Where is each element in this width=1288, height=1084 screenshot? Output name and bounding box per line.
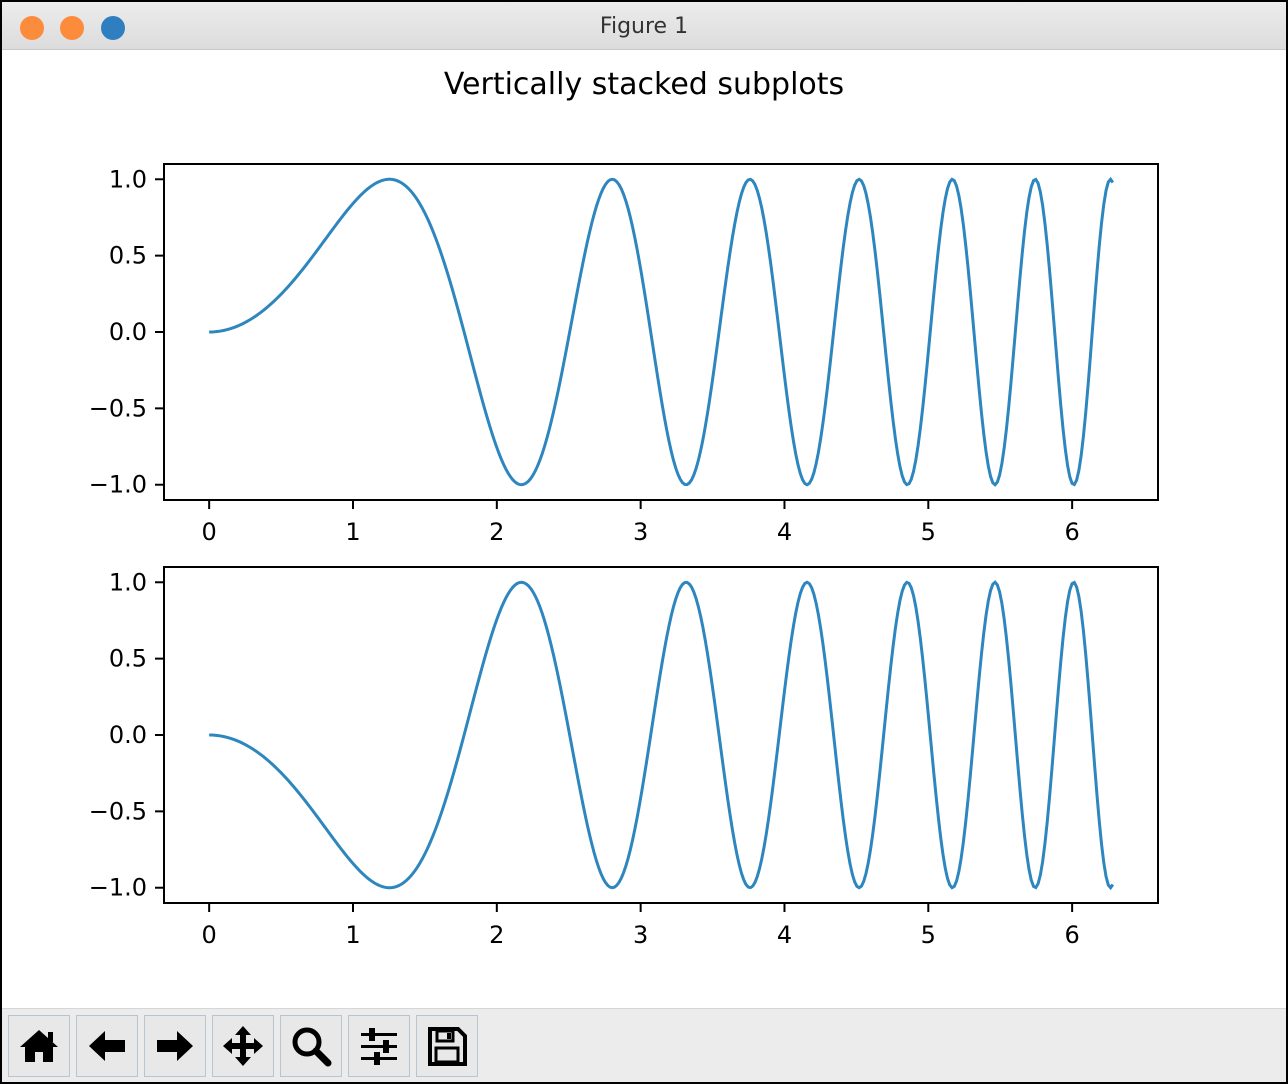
y-tick-label: 0.0 xyxy=(109,318,147,346)
axes-frame xyxy=(163,163,1159,501)
sliders-icon xyxy=(361,1028,397,1065)
subplot-2: 0 1 2 3 4 5 6 1.0 0.5 0.0 −0.5 −1.0 xyxy=(89,566,1159,949)
save-button[interactable] xyxy=(416,1015,478,1077)
y-tick-label: −1.0 xyxy=(89,874,147,902)
subplot-1: 0 1 2 3 4 5 6 1.0 0.5 0.0 −0.5 −1.0 xyxy=(89,163,1159,546)
x-tick-label: 6 xyxy=(1064,518,1079,546)
y-tick-label: −0.5 xyxy=(89,394,147,422)
x-tick-label: 5 xyxy=(921,921,936,949)
arrow-left-icon xyxy=(89,1031,125,1061)
figure-svg: Vertically stacked subplots 0 1 2 3 4 5 6 1.0 0.… xyxy=(89,67,1159,949)
x-tick-label: 5 xyxy=(921,518,936,546)
x-tick-label: 0 xyxy=(202,518,217,546)
y-tick-label: 0.5 xyxy=(109,645,147,673)
series-line xyxy=(209,580,1115,891)
axes-frame xyxy=(163,566,1159,904)
y-tick-label: 1.0 xyxy=(109,568,147,596)
y-tick-label: −0.5 xyxy=(89,797,147,825)
x-tick-label: 1 xyxy=(345,518,360,546)
zoom-button[interactable] xyxy=(101,16,125,40)
x-tick-label: 1 xyxy=(345,921,360,949)
x-tick-label: 6 xyxy=(1064,921,1079,949)
configure-subplots-button[interactable] xyxy=(348,1015,410,1077)
zoom-rect-button[interactable] xyxy=(280,1015,342,1077)
back-button[interactable] xyxy=(76,1015,138,1077)
navigation-toolbar xyxy=(2,1008,1286,1082)
window-title: Figure 1 xyxy=(599,14,689,39)
x-tick-label: 3 xyxy=(633,921,648,949)
y-tick-label: 0.0 xyxy=(109,721,147,749)
pan-button[interactable] xyxy=(212,1015,274,1077)
home-button[interactable] xyxy=(8,1015,70,1077)
x-tick-label: 2 xyxy=(489,518,504,546)
y-tick-label: −1.0 xyxy=(89,471,147,499)
move-icon xyxy=(223,1026,263,1066)
figure-suptitle: Vertically stacked subplots xyxy=(444,67,844,102)
figure-canvas[interactable]: Vertically stacked subplots 0 1 2 3 4 5 6 1.0 0.… xyxy=(2,50,1286,1008)
title-bar[interactable]: Figure 1 xyxy=(2,2,1286,50)
save-icon xyxy=(428,1027,467,1066)
x-tick-label: 3 xyxy=(633,518,648,546)
home-icon xyxy=(20,1030,58,1062)
magnifier-icon xyxy=(292,1027,332,1067)
minimize-button[interactable] xyxy=(60,16,84,40)
x-tick-label: 0 xyxy=(202,921,217,949)
y-tick-label: 0.5 xyxy=(109,242,147,270)
x-tick-label: 4 xyxy=(777,921,792,949)
arrow-right-icon xyxy=(157,1031,193,1061)
y-tick-label: 1.0 xyxy=(109,165,147,193)
forward-button[interactable] xyxy=(144,1015,206,1077)
close-button[interactable] xyxy=(20,16,44,40)
series-line xyxy=(209,176,1115,487)
x-tick-label: 2 xyxy=(489,921,504,949)
x-tick-label: 4 xyxy=(777,518,792,546)
